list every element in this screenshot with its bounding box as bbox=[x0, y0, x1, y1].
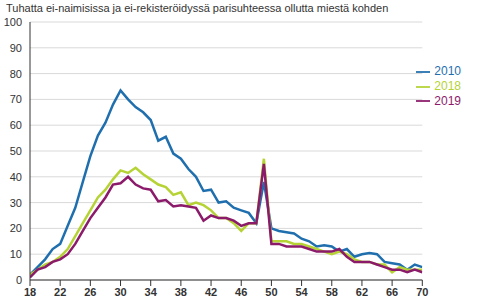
html-text:2010: 2010 bbox=[434, 64, 461, 78]
svg-text:50: 50 bbox=[10, 145, 22, 157]
svg-text:22: 22 bbox=[54, 286, 66, 298]
svg-text:10: 10 bbox=[10, 248, 22, 260]
html-text:2018: 2018 bbox=[434, 78, 461, 93]
svg-text:30: 30 bbox=[10, 197, 22, 209]
svg-text:50: 50 bbox=[265, 286, 277, 298]
svg-text:54: 54 bbox=[295, 286, 308, 298]
svg-text:38: 38 bbox=[175, 286, 187, 298]
svg-text:40: 40 bbox=[10, 171, 22, 183]
svg-text:18: 18 bbox=[24, 286, 36, 298]
svg-text:58: 58 bbox=[326, 286, 338, 298]
svg-text:60: 60 bbox=[10, 119, 22, 131]
svg-text:62: 62 bbox=[356, 286, 368, 298]
svg-text:100: 100 bbox=[8, 16, 22, 28]
svg-text:42: 42 bbox=[205, 286, 217, 298]
svg-text:66: 66 bbox=[386, 286, 398, 298]
svg-text:70: 70 bbox=[10, 93, 22, 105]
svg-text:0: 0 bbox=[16, 274, 22, 286]
svg-text:34: 34 bbox=[145, 286, 158, 298]
svg-text:80: 80 bbox=[10, 68, 22, 80]
html-text:Tuhatta ei-naimisissa ja ei-re: Tuhatta ei-naimisissa ja ei-rekisteröidy… bbox=[6, 2, 389, 14]
svg-text:26: 26 bbox=[84, 286, 96, 298]
svg-text:30: 30 bbox=[114, 286, 126, 298]
svg-text:46: 46 bbox=[235, 286, 247, 298]
svg-text:70: 70 bbox=[416, 286, 428, 298]
svg-text:20: 20 bbox=[10, 222, 22, 234]
svg-text:90: 90 bbox=[10, 42, 22, 54]
html-text:2019: 2019 bbox=[434, 93, 461, 108]
